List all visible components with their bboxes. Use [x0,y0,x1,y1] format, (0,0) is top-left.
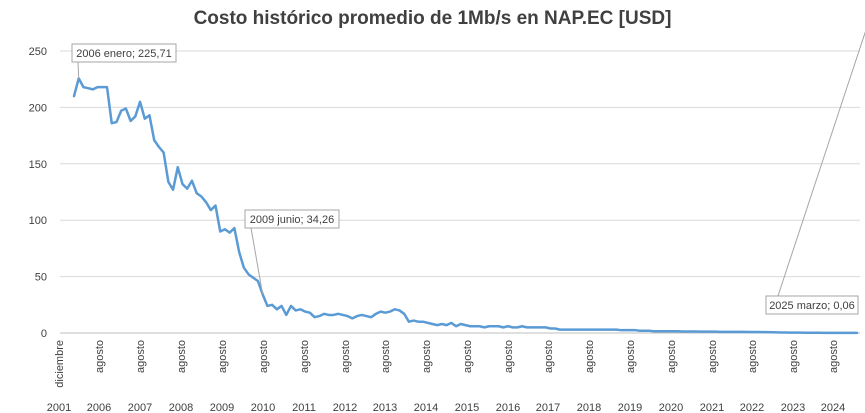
callout-leader [771,31,865,315]
x-month-label: agosto [543,340,555,373]
x-month-label: agosto [340,340,352,373]
x-month-label: agosto [299,340,311,373]
x-year-label: 2019 [618,402,642,413]
x-month-label: agosto [380,340,392,373]
callout-leader [77,61,80,79]
x-year-label: 2022 [740,402,764,413]
y-tick-label: 200 [29,102,47,114]
y-tick-label: 150 [29,159,47,171]
data-label: 2025 marzo; 0,06 [769,300,855,312]
x-year-label: 2008 [169,402,193,413]
data-label: 2009 junio; 34,26 [250,214,334,226]
x-month-label: agosto [666,340,678,373]
x-month-label: diciembre [54,340,66,388]
x-month-label: agosto [707,340,719,373]
y-tick-label: 0 [41,328,47,340]
x-month-label: agosto [258,340,270,373]
x-axis-ticks: 2001 2006 2007 2008 2009 2010 2011 2012 2013 2014… [47,340,845,413]
x-month-label: agosto [176,340,188,373]
x-year-label: 2014 [414,402,438,413]
x-year-label: 2007 [128,402,152,413]
x-month-label: agosto [828,340,840,373]
callout-box [71,43,177,63]
x-year-label: 2017 [536,402,560,413]
callout-leader [250,227,264,295]
x-month-label: agosto [135,340,147,373]
x-year-label: 2009 [210,402,234,413]
x-year-label: 2001 [47,402,71,413]
series-line [72,77,859,335]
x-month-label: agosto [503,340,515,373]
x-month-label: agosto [217,340,229,373]
y-tick-label: 50 [35,272,47,284]
x-month-label: agosto [625,340,637,373]
x-month-label: agosto [584,340,596,373]
series-layer [72,77,859,335]
x-month-label: agosto [94,340,106,373]
x-month-label: agosto [421,340,433,373]
x-year-label: 2018 [577,402,601,413]
y-tick-label: 250 [29,46,47,58]
data-label: 2006 enero; 225,71 [76,48,171,60]
x-year-label: 2016 [496,402,520,413]
x-month-label: agosto [788,340,800,373]
annotations: 2006 enero; 225,71 2009 junio; 34,26 2025 … [71,31,865,315]
x-month-label: agosto [747,340,759,373]
x-month-label: agosto [462,340,474,373]
callout-box [765,295,859,315]
x-year-label: 2011 [292,402,316,413]
x-year-label: 2021 [700,402,724,413]
x-year-label: 2006 [87,402,111,413]
callout-box [244,209,340,229]
x-year-label: 2024 [821,402,845,413]
x-year-label: 2015 [455,402,479,413]
x-year-label: 2023 [781,402,805,413]
x-year-label: 2020 [659,402,683,413]
x-year-label: 2012 [333,402,357,413]
gridlines [60,50,860,334]
chart-title: Costo histórico promedio de 1Mb/s en NAP… [193,8,672,29]
y-axis-ticks: 0 50 100 150 200 250 [29,46,47,340]
y-tick-label: 100 [29,215,47,227]
x-year-label: 2010 [251,402,275,413]
x-year-label: 2013 [373,402,397,413]
